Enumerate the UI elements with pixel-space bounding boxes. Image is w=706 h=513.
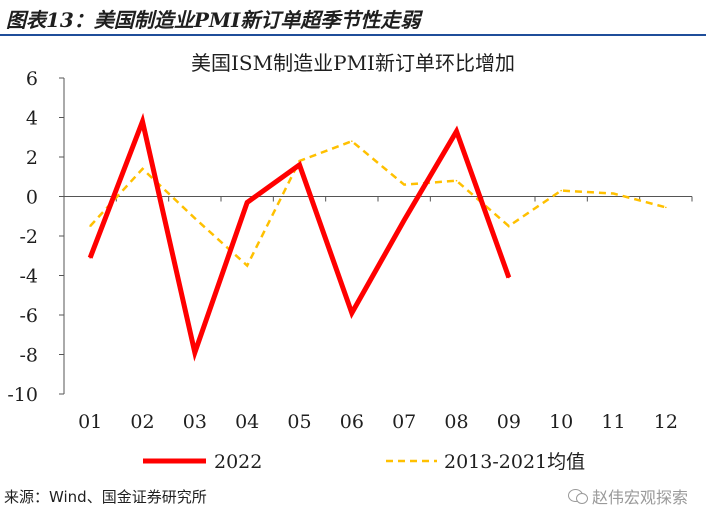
- y-tick-label: 2: [26, 147, 38, 169]
- y-axis-ticks: [59, 77, 64, 395]
- x-tick-label: 06: [340, 411, 364, 433]
- series-2013-2021-avg-point: [141, 168, 144, 170]
- legend-label-2022: 2022: [214, 451, 262, 473]
- x-tick-label: 09: [497, 411, 521, 433]
- y-axis-tick-labels: 6 4 2 0 -2 -4 -6 -8 -10: [7, 68, 38, 406]
- series-2022-line: [87, 112, 512, 362]
- series-2022-point: [351, 312, 353, 314]
- x-tick-label: 08: [444, 411, 468, 433]
- x-tick-label: 04: [235, 411, 259, 433]
- y-tick-label: 0: [26, 187, 38, 209]
- y-tick-label: -10: [7, 384, 38, 406]
- series-2013-2021-avg-point: [298, 160, 301, 162]
- source-note: 来源：Wind、国金证券研究所: [4, 488, 207, 506]
- series-2013-2021-avg-point: [246, 264, 248, 267]
- y-tick-label: 6: [26, 68, 38, 90]
- series-2013-2021-avg-point: [560, 189, 562, 192]
- x-tick-label: 07: [392, 411, 416, 433]
- series-2022-point: [246, 201, 248, 204]
- series-2022-point: [298, 164, 301, 166]
- wechat-icon: [567, 488, 588, 504]
- legend: 2022 2013-2021均值: [143, 451, 585, 473]
- series-2022-point: [403, 219, 405, 221]
- series-2022-point: [89, 256, 91, 259]
- series-2022-point: [455, 130, 458, 133]
- series-2013-2021-avg-point: [351, 140, 353, 142]
- series-2013-2021-avg-point: [612, 192, 615, 195]
- series-layer: [87, 112, 667, 362]
- y-tick-label: -2: [19, 226, 38, 248]
- series-2022-point: [141, 120, 144, 123]
- series-2013-2021-avg-point: [403, 183, 405, 186]
- series-2013-2021-avg-point: [89, 225, 91, 227]
- y-tick-label: -6: [19, 305, 38, 327]
- series-2013-2021-avg-line: [89, 139, 667, 268]
- chart-title: 美国ISM制造业PMI新订单环比增加: [191, 51, 515, 75]
- figure-footer: 来源：Wind、国金证券研究所 赵伟宏观探索: [0, 480, 706, 513]
- watermark-text: 赵伟宏观探索: [591, 488, 688, 507]
- x-tick-label: 01: [78, 411, 102, 433]
- title-underline: [0, 34, 706, 36]
- x-tick-label: 03: [183, 411, 207, 433]
- x-tick-label: 02: [130, 411, 154, 433]
- figure-title: 图表13：美国制造业PMI新订单超季节性走弱: [6, 8, 421, 32]
- series-2022-point: [194, 351, 196, 354]
- figure-header: 图表13：美国制造业PMI新订单超季节性走弱: [0, 0, 706, 38]
- y-tick-label: 4: [26, 108, 38, 130]
- x-tick-label: 12: [654, 411, 678, 433]
- y-tick-label: -4: [19, 266, 38, 288]
- legend-label-2013-2021-avg: 2013-2021均值: [444, 451, 585, 473]
- y-tick-label: -8: [19, 345, 38, 367]
- x-tick-label: 11: [601, 411, 625, 433]
- x-tick-label: 10: [549, 411, 573, 433]
- series-2013-2021-avg-point: [194, 217, 196, 220]
- series-2013-2021-avg-point: [665, 206, 667, 209]
- series-2022-point: [508, 276, 510, 279]
- watermark: 赵伟宏观探索: [567, 484, 688, 508]
- x-axis-tick-labels: 01 02 03 04 05 06 07 08 09 10 11 12: [78, 411, 678, 433]
- series-2013-2021-avg-point: [455, 179, 458, 182]
- x-tick-label: 05: [287, 411, 311, 433]
- series-2013-2021-avg-point: [508, 225, 510, 227]
